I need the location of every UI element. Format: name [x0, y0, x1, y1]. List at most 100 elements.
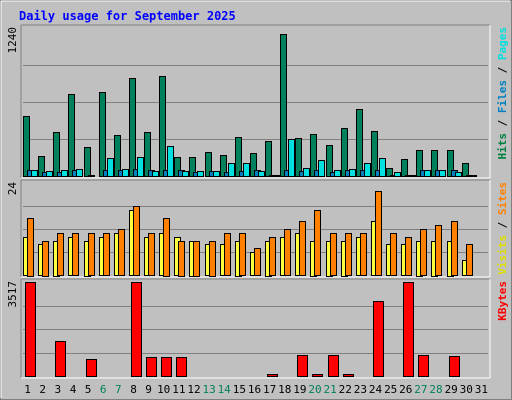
bar-sites-day-18 [284, 229, 291, 276]
panel-3-max-label: 3517 [6, 281, 19, 308]
panel-1-legend: Hits / Files / Pages [496, 27, 509, 160]
legend-/: / [496, 60, 509, 80]
bar-pages-day-26 [409, 175, 416, 177]
bar-sites-day-12 [193, 241, 200, 277]
x-tick-label-day-11: 11 [172, 383, 185, 396]
x-tick-label-day-5: 5 [85, 383, 92, 396]
bar-hits-day-26 [401, 159, 408, 177]
bar-kbytes-day-8 [131, 282, 142, 377]
bar-sites-day-10 [163, 218, 170, 277]
panel-2: 24 Visits / Sites [6, 179, 509, 278]
x-tick-label-day-27: 27 [414, 383, 427, 396]
bar-kbytes-day-11 [176, 357, 187, 377]
legend-kbytes: KBytes [496, 281, 509, 321]
bar-pages-day-15 [243, 163, 250, 177]
bar-pages-day-23 [364, 163, 371, 177]
chart-panels: 1240 Hits / Files / Pages 24 Visits / Sites… [6, 24, 509, 379]
bar-hits-day-27 [416, 150, 423, 177]
bar-sites-day-20 [314, 210, 321, 276]
panel-2-legend: Visits / Sites [496, 182, 509, 275]
bar-pages-day-9 [152, 171, 159, 177]
bar-hits-day-24 [371, 131, 378, 177]
bar-pages-day-19 [303, 168, 310, 177]
bar-hits-day-29 [447, 150, 454, 177]
bar-files-day-5 [88, 175, 95, 177]
bar-kbytes-day-17 [267, 374, 278, 377]
bar-hits-day-15 [235, 137, 242, 177]
x-tick-label-day-15: 15 [233, 383, 246, 396]
bar-kbytes-day-29 [449, 356, 460, 377]
bar-pages-day-17 [273, 175, 280, 177]
bar-sites-day-6 [103, 233, 110, 276]
x-tick-label-day-19: 19 [293, 383, 306, 396]
legend-/: / [496, 215, 509, 235]
bar-sites-day-16 [254, 248, 261, 276]
x-tick-label-day-24: 24 [369, 383, 383, 396]
bar-sites-day-3 [57, 233, 64, 276]
panel-3: 3517 KBytes [6, 278, 509, 379]
bar-pages-day-14 [228, 163, 235, 177]
bar-pages-day-29 [455, 172, 462, 177]
bar-pages-day-3 [61, 170, 68, 177]
bar-sites-day-30 [466, 244, 473, 276]
x-tick-label-day-12: 12 [187, 383, 200, 396]
bar-hits-day-3 [53, 132, 60, 177]
x-tick-label-day-2: 2 [39, 383, 46, 396]
bar-pages-day-22 [349, 169, 356, 177]
x-tick-label-day-30: 30 [460, 383, 473, 396]
bar-hits-day-12 [189, 157, 196, 177]
bar-hits-day-11 [174, 157, 181, 177]
bar-hits-day-28 [431, 150, 438, 177]
bar-sites-day-17 [269, 237, 276, 276]
bar-pages-day-21 [334, 170, 341, 177]
bar-hits-day-4 [68, 94, 75, 177]
bar-hits-day-5 [84, 147, 91, 177]
bar-sites-day-27 [420, 229, 427, 276]
bar-sites-day-1 [27, 218, 34, 277]
bar-pages-day-7 [122, 169, 129, 177]
bar-pages-day-30 [470, 175, 477, 177]
x-tick-label-day-17: 17 [263, 383, 276, 396]
x-tick-label-day-22: 22 [339, 383, 352, 396]
bar-hits-day-9 [144, 132, 151, 177]
bar-sites-day-25 [390, 233, 397, 276]
bar-hits-day-6 [99, 92, 106, 177]
bar-sites-day-11 [178, 241, 185, 277]
bar-pages-day-6 [107, 158, 114, 177]
bar-hits-day-1 [23, 116, 30, 177]
bar-hits-day-13 [205, 152, 212, 177]
bar-sites-day-23 [360, 233, 367, 276]
x-tick-label-day-20: 20 [308, 383, 321, 396]
x-tick-label-day-9: 9 [145, 383, 152, 396]
bar-kbytes-day-19 [297, 355, 308, 377]
x-tick-label-day-26: 26 [399, 383, 412, 396]
bar-pages-day-27 [424, 170, 431, 177]
panel-1: 1240 Hits / Files / Pages [6, 24, 509, 179]
bar-sites-day-7 [118, 229, 125, 276]
x-tick-label-day-14: 14 [218, 383, 232, 396]
bar-pages-day-28 [439, 170, 446, 177]
bar-sites-day-4 [72, 233, 79, 276]
x-tick-label-day-3: 3 [54, 383, 61, 396]
bar-hits-day-18 [280, 34, 287, 177]
legend-hits: Hits [496, 133, 509, 160]
bar-kbytes-day-3 [55, 341, 66, 377]
x-tick-label-day-21: 21 [323, 383, 336, 396]
x-tick-label-day-4: 4 [70, 383, 77, 396]
bar-sites-day-9 [148, 233, 155, 276]
x-tick-label-day-7: 7 [115, 383, 122, 396]
bar-hits-day-10 [159, 76, 166, 177]
bar-pages-day-2 [46, 171, 53, 177]
panel-1-max-label: 1240 [6, 27, 19, 54]
bar-hits-day-14 [220, 155, 227, 177]
bar-pages-day-12 [197, 171, 204, 177]
bar-sites-day-14 [224, 233, 231, 276]
x-tick-label-day-29: 29 [445, 383, 458, 396]
bar-hits-day-23 [356, 109, 363, 177]
bar-kbytes-day-1 [25, 282, 36, 377]
bar-kbytes-day-20 [312, 374, 323, 377]
bar-sites-day-13 [209, 241, 216, 277]
x-tick-label-day-1: 1 [24, 383, 31, 396]
bar-pages-day-24 [379, 158, 386, 177]
